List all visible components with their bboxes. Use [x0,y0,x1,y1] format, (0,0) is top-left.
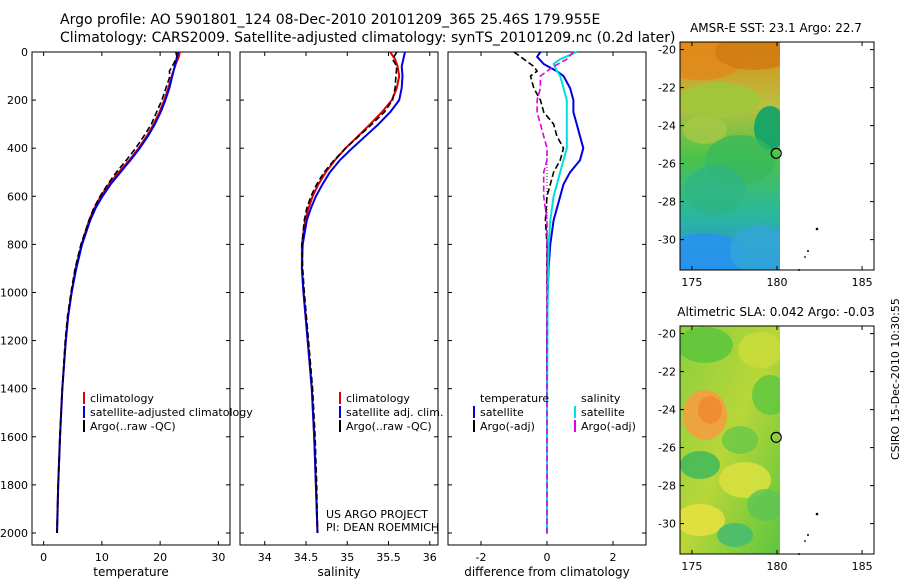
map-x-tick-label: 185 [852,276,873,289]
legend-label: satellite-adjusted climatology [90,406,253,419]
map-y-tick-label: -26 [658,158,676,171]
legend-label: Argo(-adj) [480,420,535,433]
x-axis-label: difference from climatology [464,565,630,579]
y-tick-label: 2000 [0,527,28,540]
sst-axes: 175 180 185 -20 -22 -24 -26 -28 -30 [658,42,874,289]
map-y-tick-label: -28 [658,196,676,209]
sst-map: AMSR-E SST: 23.1 Argo: 22.7 175 180 185 -20… [658,21,875,289]
map-x-tick-label: 175 [681,276,702,289]
y-tick-label: 600 [7,190,28,203]
map-y-tick-label: -30 [658,518,676,531]
map-y-tick-label: -22 [658,366,676,379]
map-y-tick-label: -20 [658,44,676,57]
legend-label: Argo(..raw -QC) [90,420,176,433]
map-x-tick-label: 175 [681,560,702,573]
map-y-tick-label: -20 [658,328,676,341]
legend-label: satellite [480,406,524,419]
legend-salinity: climatology satellite adj. clim. Argo(..… [326,392,443,534]
legend-label: climatology [346,392,410,405]
x-tick-label: 35.5 [376,551,401,564]
map-y-tick-label: -22 [658,82,676,95]
project-annotation: US ARGO PROJECT [326,508,428,521]
x-axis-label: salinity [317,565,360,579]
y-tick-label: 0 [21,46,28,59]
series-line [513,51,565,533]
sla-profile-marker [770,431,782,443]
series-line [546,51,578,533]
sst-islands [798,227,819,271]
map-y-tick-label: -24 [658,404,676,417]
y-tick-label: 1000 [0,286,28,299]
x-axis-label: temperature [93,565,168,579]
y-tick-label: 1800 [0,479,28,492]
figure-title-line2: Climatology: CARS2009. Satellite-adjuste… [60,30,676,46]
y-tick-label: 800 [7,238,28,251]
map-y-tick-label: -26 [658,442,676,455]
panel-salinity-frame [239,51,439,546]
map-x-tick-label: 180 [767,560,788,573]
sla-map-field [680,326,780,554]
series-line [301,51,398,534]
axes-layer: 0 10 20 30020040060080010001200140016001800… [0,46,646,579]
series-line [536,51,585,533]
legend-label: Argo(..raw -QC) [346,420,432,433]
x-tick-label: 10 [95,551,109,564]
map-y-tick-label: -28 [658,480,676,493]
x-tick-label: 20 [153,551,167,564]
series-line [56,51,181,534]
y-tick-label: 1600 [0,431,28,444]
series-line [300,51,406,534]
sst-map-title: AMSR-E SST: 23.1 Argo: 22.7 [690,21,862,35]
legend-label: satellite [581,406,625,419]
legend-label: climatology [90,392,154,405]
x-tick-label: 0 [544,551,551,564]
legend-difference: temperature satellite Argo(-adj) salinit… [473,392,636,433]
legend-group-title: salinity [581,392,621,405]
sla-map-title: Altimetric SLA: 0.042 Argo: -0.03 [677,305,874,319]
series-layer [56,51,585,534]
legend-label: satellite adj. clim. [346,406,443,419]
series-line [56,51,180,534]
legend-temperature: climatology satellite-adjusted climatolo… [83,392,253,433]
y-tick-label: 1400 [0,383,28,396]
panel-temperature-frame [31,51,231,546]
legend-group-title: temperature [480,392,549,405]
x-tick-label: 0 [40,551,47,564]
map-y-tick-label: -30 [658,234,676,247]
y-tick-label: 1200 [0,335,28,348]
series-line [56,51,178,534]
sst-profile-marker [770,147,782,159]
series-line [536,51,574,533]
map-y-tick-label: -24 [658,120,676,133]
y-tick-label: 400 [7,142,28,155]
x-tick-label: 35 [340,551,354,564]
x-tick-label: 34 [258,551,272,564]
map-x-tick-label: 185 [852,560,873,573]
x-tick-label: 34.5 [294,551,319,564]
x-tick-label: 36 [423,551,437,564]
map-x-tick-label: 180 [767,276,788,289]
pi-annotation: PI: DEAN ROEMMICH [326,521,439,534]
legend-label: Argo(-adj) [581,420,636,433]
x-tick-label: -2 [476,551,487,564]
y-tick-label: 200 [7,94,28,107]
sla-axes: 175 180 185 -20 -22 -24 -26 -28 -30 [658,326,874,573]
sst-map-field [680,42,780,270]
sla-map: Altimetric SLA: 0.042 Argo: -0.03 175 180… [658,305,875,573]
figure-title-line1: Argo profile: AO 5901801_124 08-Dec-2010… [60,12,601,28]
x-tick-label: 2 [610,551,617,564]
x-tick-label: 30 [211,551,225,564]
sla-islands [798,512,819,555]
